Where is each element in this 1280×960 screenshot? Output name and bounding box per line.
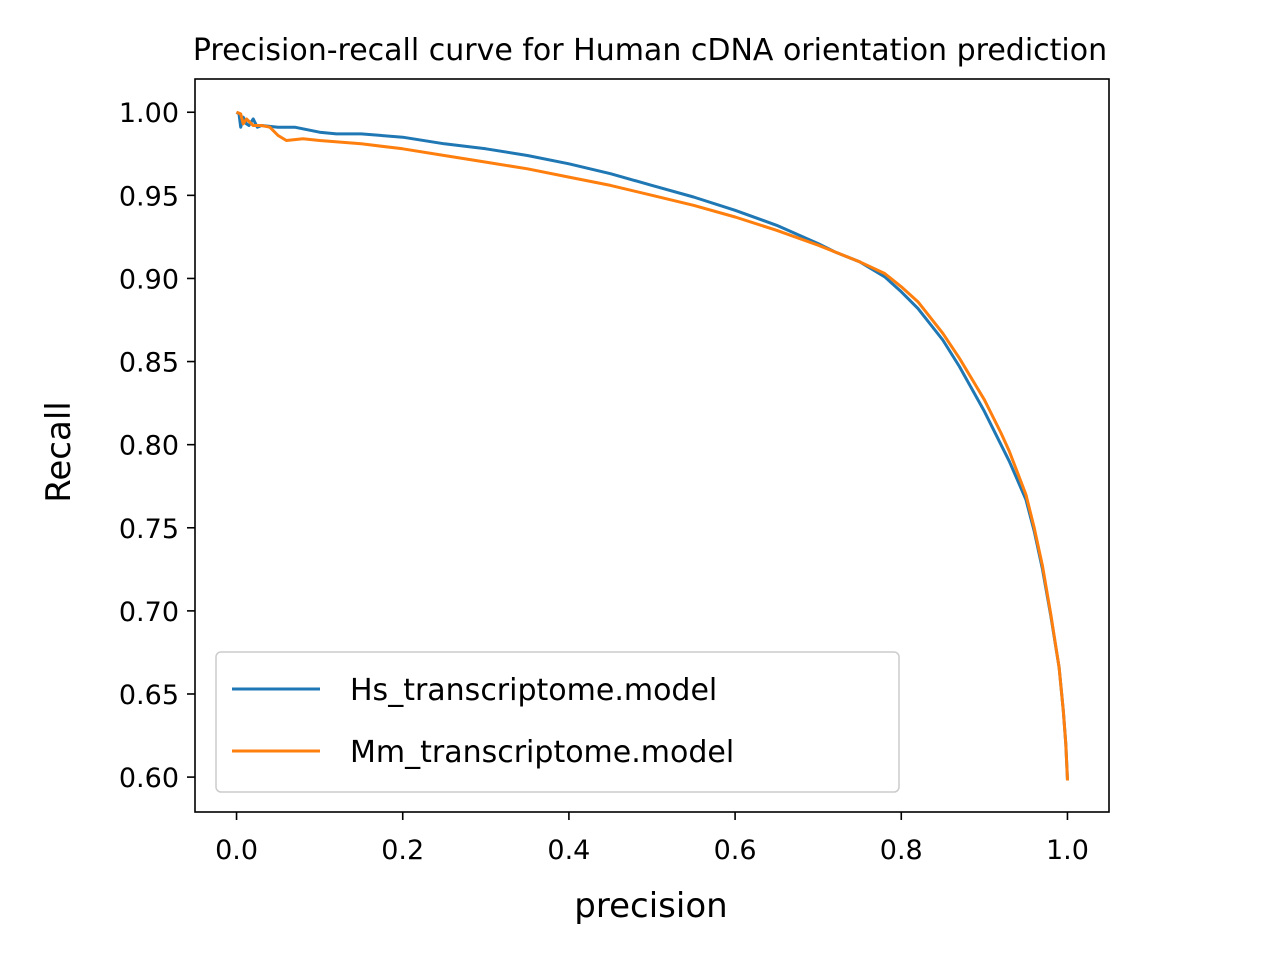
y-tick-label: 0.75 [119, 514, 179, 545]
x-axis: 0.0 0.2 0.4 0.6 0.8 1.0 [215, 812, 1089, 866]
series-line-2 [235, 110, 1069, 781]
x-tick-label: 0.2 [381, 835, 424, 866]
y-axis-label: Recall [39, 401, 79, 502]
y-tick-label: 0.90 [119, 264, 179, 295]
x-tick-label: 1.0 [1046, 835, 1089, 866]
x-tick-label: 0.4 [547, 835, 590, 866]
y-tick-label: 0.70 [119, 597, 179, 628]
y-tick-label: 0.65 [119, 680, 179, 711]
y-axis: 0.60 0.65 0.70 0.75 0.80 0.85 0.90 0.95 1.00 [119, 98, 195, 794]
y-tick-label: 0.95 [119, 181, 179, 212]
x-axis-label: precision [574, 886, 727, 926]
y-tick-label: 0.60 [119, 763, 179, 794]
plot-frame [194, 78, 1110, 813]
chart-title: Precision-recall curve for Human cDNA or… [193, 33, 1107, 68]
y-tick-label: 0.85 [119, 348, 179, 379]
legend-label-2: Mm_transcriptome.model [350, 735, 734, 770]
legend-box [215, 651, 900, 793]
x-tick-label: 0.6 [714, 835, 757, 866]
series-layer [235, 110, 1069, 781]
y-tick-label: 0.80 [119, 431, 179, 462]
x-tick-label: 0.0 [215, 835, 258, 866]
legend-label-1: Hs_transcriptome.model [350, 673, 717, 708]
x-tick-label: 0.8 [880, 835, 923, 866]
y-tick-label: 1.00 [119, 98, 179, 129]
legend: Hs_transcriptome.model Mm_transcriptome.m… [215, 651, 900, 793]
